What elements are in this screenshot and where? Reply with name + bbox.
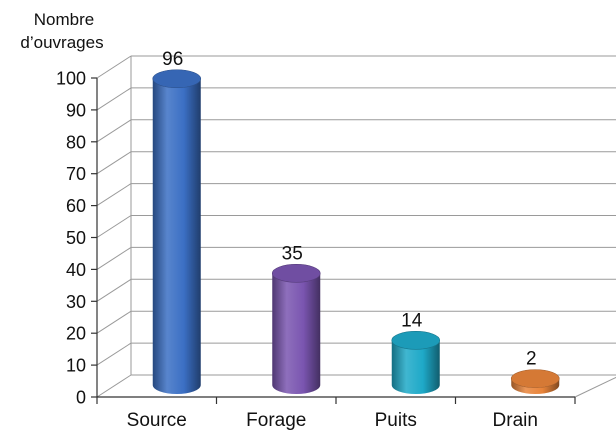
category-label: Forage bbox=[246, 410, 306, 430]
bar-body bbox=[511, 378, 560, 394]
y-axis-label-line-1: Nombre bbox=[34, 10, 94, 29]
bar-top bbox=[152, 69, 202, 89]
y-tick-label: 30 bbox=[66, 292, 86, 312]
y-tick-label: 40 bbox=[66, 260, 86, 280]
category-label: Puits bbox=[375, 410, 417, 430]
gridlines bbox=[96, 55, 616, 398]
y-tick-label: 60 bbox=[66, 196, 86, 216]
gridline bbox=[96, 310, 616, 334]
y-axis-label-line-2: d’ouvrages bbox=[20, 33, 103, 52]
data-label: 35 bbox=[282, 243, 303, 264]
y-tick-label: 70 bbox=[66, 164, 86, 184]
category-labels: Source Forage Puits Drain bbox=[127, 410, 538, 430]
bar bbox=[391, 331, 441, 394]
gridline bbox=[96, 215, 616, 238]
y-tick-label: 90 bbox=[66, 100, 86, 120]
bar bbox=[271, 264, 321, 394]
gridline bbox=[96, 278, 616, 302]
bar-top bbox=[391, 331, 441, 350]
axes bbox=[91, 77, 576, 404]
category-label: Source bbox=[127, 410, 187, 430]
floor-right-edge bbox=[574, 376, 616, 398]
bar bbox=[510, 369, 560, 394]
category-label: Drain bbox=[493, 410, 538, 430]
gridline bbox=[96, 119, 616, 143]
data-labels: 96 35 14 2 bbox=[162, 49, 536, 370]
gridline bbox=[96, 151, 616, 175]
bar-body bbox=[152, 78, 201, 394]
y-tick-label: 0 bbox=[76, 388, 86, 408]
y-tick-label: 80 bbox=[66, 132, 86, 152]
bars bbox=[152, 69, 560, 394]
bar-body bbox=[272, 273, 321, 394]
data-label: 96 bbox=[162, 49, 183, 70]
gridline bbox=[96, 55, 616, 79]
gridline bbox=[96, 246, 616, 270]
bar bbox=[152, 69, 202, 394]
data-label: 14 bbox=[401, 310, 423, 331]
bar-body bbox=[391, 340, 440, 394]
gridline bbox=[96, 183, 616, 207]
y-tick-label: 50 bbox=[66, 228, 86, 248]
gridline bbox=[96, 342, 616, 366]
bar-top bbox=[510, 369, 560, 388]
bar-top bbox=[271, 264, 321, 283]
data-label: 2 bbox=[526, 349, 537, 370]
y-tick-label: 10 bbox=[66, 356, 86, 376]
y-tick-label: 20 bbox=[66, 324, 86, 344]
y-tick-label: 100 bbox=[56, 69, 86, 89]
y-tick-labels: 0 10 20 30 40 50 60 70 80 90 100 bbox=[56, 69, 86, 408]
gridline bbox=[96, 87, 616, 111]
